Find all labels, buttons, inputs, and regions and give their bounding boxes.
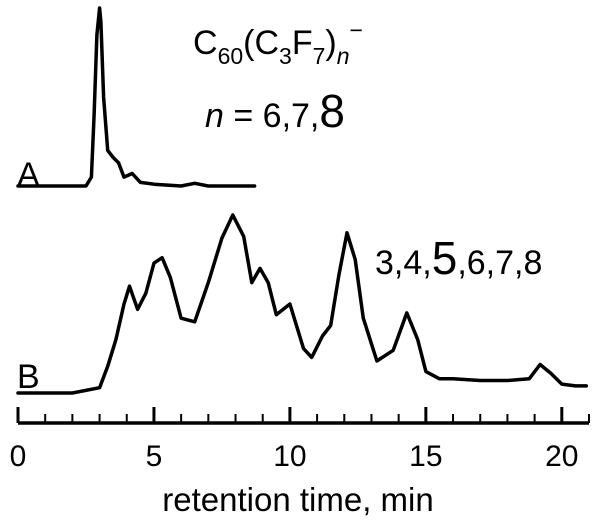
series-line-b	[16, 213, 589, 395]
series-label-a: A	[17, 156, 40, 194]
x-tick-label: 15	[409, 440, 442, 473]
x-axis-label: retention time, min	[162, 481, 433, 518]
n-values-big: 8	[319, 85, 345, 137]
series-group	[16, 6, 589, 395]
x-tick-label: 0	[10, 440, 27, 473]
formula-mid1: (C	[243, 24, 279, 62]
formula-sub-3: 3	[279, 43, 292, 69]
n-values-text: = 6,7,	[224, 97, 319, 135]
series-label-b: B	[17, 358, 40, 396]
x-axis-ticks: 0 5 10 15 20	[10, 407, 590, 473]
formula-sub-60: 60	[218, 43, 244, 69]
n-values-annotation: n = 6,7,8	[205, 85, 345, 137]
b-values-pre: 3,4,	[375, 244, 432, 282]
formula-mid2: F	[292, 24, 313, 62]
formula-sub-7: 7	[313, 43, 326, 69]
x-tick-label: 5	[146, 440, 163, 473]
formula-sub-n: n	[337, 43, 350, 69]
series-line-a	[16, 6, 257, 188]
b-values-post: ,6,7,8	[457, 244, 542, 282]
formula-annotation: C60(C3F7)n−	[193, 17, 363, 69]
x-axis: 0 5 10 15 20 retention time, min	[10, 407, 590, 518]
b-values-annotation: 3,4,5,6,7,8	[375, 232, 542, 284]
formula-mid3: )	[325, 24, 336, 62]
formula-base: C	[193, 24, 218, 62]
x-tick-label: 20	[545, 440, 578, 473]
formula-sup-minus: −	[350, 17, 363, 43]
b-values-big: 5	[432, 232, 458, 284]
n-variable: n	[205, 97, 224, 135]
x-tick-label: 10	[273, 440, 306, 473]
